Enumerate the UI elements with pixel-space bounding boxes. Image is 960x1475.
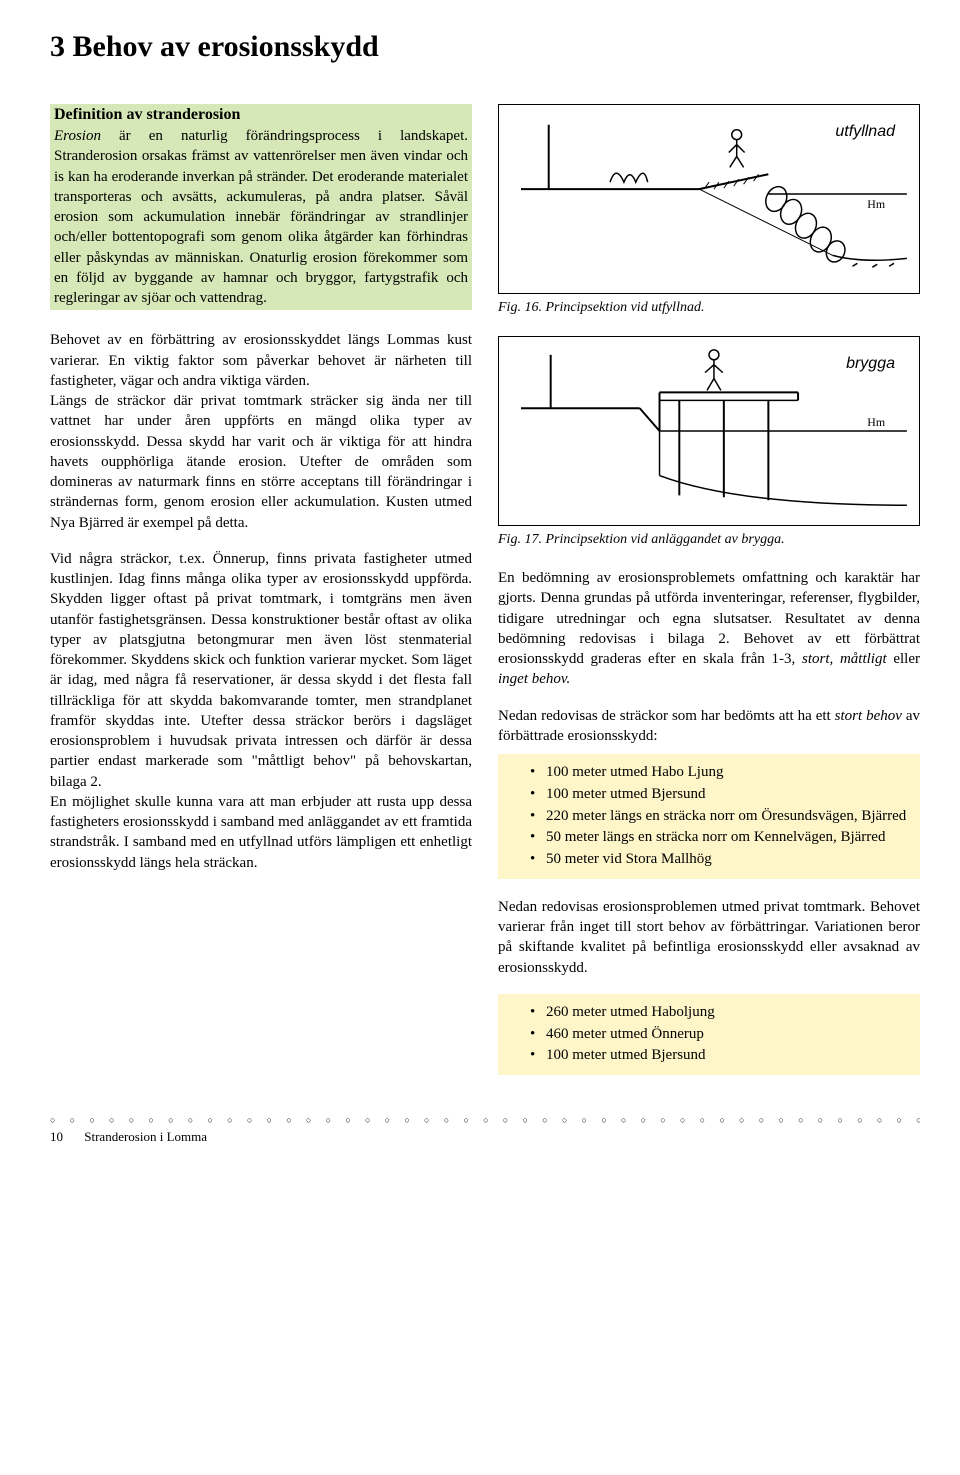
footer-dots: ○ ○ ○ ○ ○ ○ ○ ○ ○ ○ ○ ○ ○ ○ ○ ○ ○ ○ ○ ○ … xyxy=(50,1115,920,1125)
list1-intro-text: Nedan redovisas de sträckor som har bedö… xyxy=(498,708,835,724)
definition-body: Erosion är en naturlig förändringsproces… xyxy=(54,126,468,308)
right-paragraph-private: Nedan redovisas erosionsproblemen utmed … xyxy=(498,897,920,978)
figure-16-caption: Fig. 16. Principsektion vid utfyllnad. xyxy=(498,300,920,316)
footer-title: Stranderosion i Lomma xyxy=(84,1129,207,1144)
highlight-box-2: 260 meter utmed Haboljung 460 meter utme… xyxy=(498,994,920,1075)
definition-box: Definition av stranderosion Erosion är e… xyxy=(50,104,472,310)
list-item: 50 meter vid Stora Mallhög xyxy=(530,849,908,871)
svg-text:Hm: Hm xyxy=(867,415,886,429)
right-paragraph-assessment: En bedömning av erosionsproblemets omfat… xyxy=(498,568,920,690)
list-item: 100 meter utmed Habo Ljung xyxy=(530,762,908,784)
highlight-box-1: 100 meter utmed Habo Ljung 100 meter utm… xyxy=(498,754,920,879)
right-para-mid: eller xyxy=(893,651,920,667)
list2: 260 meter utmed Haboljung 460 meter utme… xyxy=(530,1002,908,1067)
left-paragraph-1: Behovet av en förbättring av erosionssky… xyxy=(50,330,472,533)
list-item: 50 meter längs en sträcka norr om Kennel… xyxy=(530,827,908,849)
right-para-italic-1: stort, måttligt xyxy=(802,651,893,667)
page-number: 10 xyxy=(50,1129,63,1144)
figure-16-label: utfyllnad xyxy=(835,123,895,141)
footer-text: 10 Stranderosion i Lomma xyxy=(50,1129,920,1145)
definition-heading: Definition av stranderosion xyxy=(54,106,468,124)
list1: 100 meter utmed Habo Ljung 100 meter utm… xyxy=(530,762,908,871)
list-item: 100 meter utmed Bjersund xyxy=(530,784,908,806)
definition-lead-italic: Erosion xyxy=(54,128,101,144)
list-item: 100 meter utmed Bjersund xyxy=(530,1045,908,1067)
list1-intro: Nedan redovisas de sträckor som har bedö… xyxy=(498,706,920,747)
list-item: 260 meter utmed Haboljung xyxy=(530,1002,908,1024)
figure-17-label: brygga xyxy=(846,355,895,373)
list-item: 220 meter längs en sträcka norr om Öresu… xyxy=(530,806,908,828)
list1-intro-italic: stort behov xyxy=(835,708,902,724)
svg-text:Hm: Hm xyxy=(867,197,886,211)
chapter-title: 3 Behov av erosionsskydd xyxy=(50,30,920,64)
two-column-layout: Definition av stranderosion Erosion är e… xyxy=(50,104,920,1079)
page-footer: ○ ○ ○ ○ ○ ○ ○ ○ ○ ○ ○ ○ ○ ○ ○ ○ ○ ○ ○ ○ … xyxy=(50,1109,920,1145)
left-column: Definition av stranderosion Erosion är e… xyxy=(50,104,472,1079)
definition-body-text: är en naturlig förändringsprocess i land… xyxy=(54,128,468,306)
figure-16: utfyllnad xyxy=(498,104,920,294)
figure-17: brygga xyxy=(498,336,920,526)
figure-17-caption: Fig. 17. Principsektion vid anläggandet … xyxy=(498,532,920,548)
left-paragraph-2: Vid några sträckor, t.ex. Önnerup, finns… xyxy=(50,549,472,873)
right-column: utfyllnad xyxy=(498,104,920,1079)
list-item: 460 meter utmed Önnerup xyxy=(530,1024,908,1046)
right-para-italic-2: inget behov. xyxy=(498,671,570,687)
